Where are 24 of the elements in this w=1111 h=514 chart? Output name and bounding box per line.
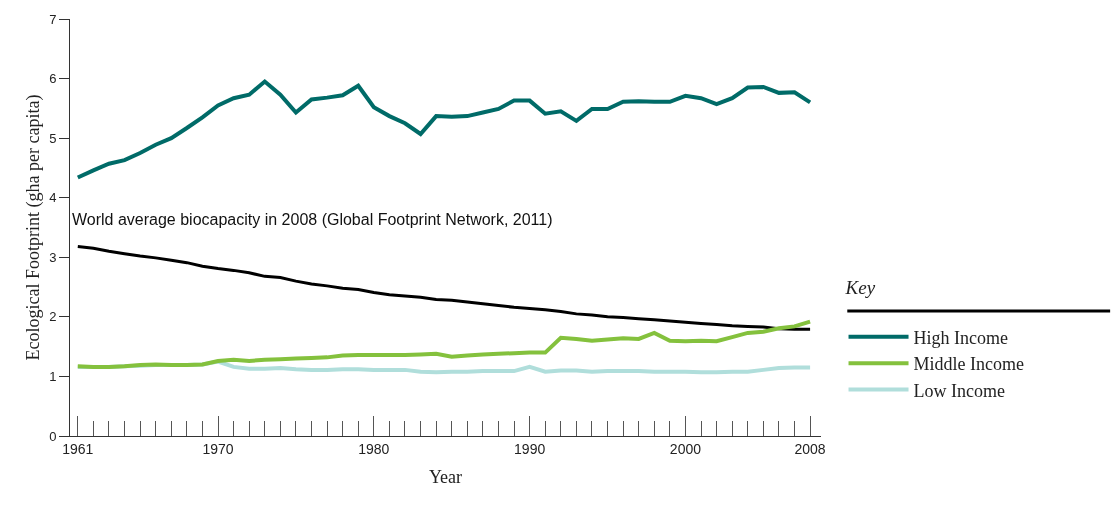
line-series [75,319,813,369]
legend-label: Middle Income [913,354,1025,375]
y-tick-label: 2 [49,309,57,325]
y-tick-label: 4 [49,190,57,206]
y-tick-label: 7 [49,11,57,27]
legend-title: Key [844,276,876,298]
y-tick-label: 5 [49,130,57,146]
x-tick-label: 1990 [514,440,546,457]
line-series [76,245,812,331]
x-axis-title: Year [428,466,463,487]
x-tick-label: 1980 [358,440,390,457]
x-tick-label: 1961 [62,440,94,457]
legend-label: High Income [913,327,1009,348]
y-tick-label: 3 [49,249,57,265]
x-tick-label: 2000 [669,440,702,457]
annotation: World average biocapacity in 2008 (Global Footprint Network, 2011) [72,211,553,228]
y-axis-title: Ecological Footprint (gha per capita) [23,94,45,361]
y-tick-label: 1 [49,368,57,384]
x-tick-label: 2008 [794,440,826,457]
x-tick-label: 1970 [202,440,234,457]
y-tick-label: 0 [49,428,57,444]
line-series [75,79,813,180]
y-tick-label: 6 [49,71,57,87]
legend-label: Low Income [913,380,1006,401]
